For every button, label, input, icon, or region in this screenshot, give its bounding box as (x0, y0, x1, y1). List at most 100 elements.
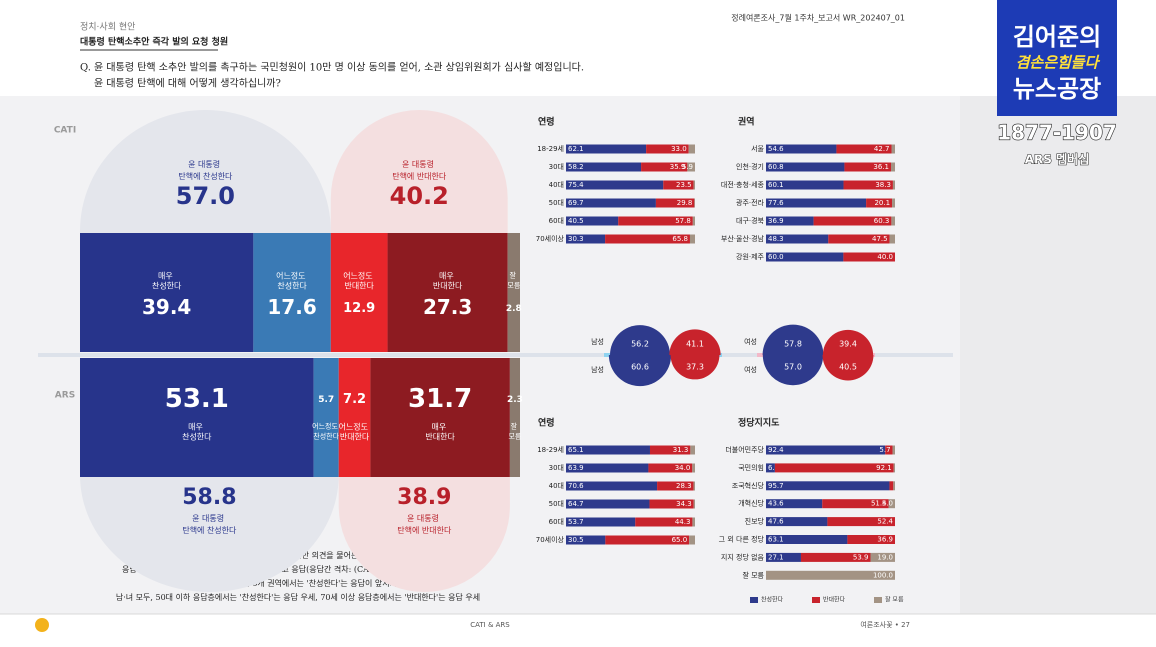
legend-label: 잘 모름 (885, 596, 904, 604)
bubble-label: 40.5 (839, 363, 857, 372)
value-label: 36.9 (768, 217, 784, 225)
value-label: 23.5 (676, 181, 692, 189)
value-label: 70.6 (568, 482, 584, 490)
bar-segment (692, 517, 695, 527)
value-label: 48.3 (768, 235, 784, 243)
category-label: 더불어민주당 (725, 445, 764, 454)
segment (338, 358, 371, 477)
bar-segment (822, 499, 889, 509)
bar-segment (692, 216, 695, 226)
footer-icon (35, 618, 49, 632)
footer-center: CATI & ARS (470, 621, 510, 629)
bar-segment (843, 180, 893, 190)
bar-segment (566, 463, 649, 473)
value-label: 40.0 (877, 253, 893, 261)
segment-name: 어느정도 반대한다 (343, 270, 375, 290)
category-label: 30대 (549, 464, 564, 472)
category-label: 40대 (549, 181, 564, 189)
logo-phone: 1877-1907 (997, 121, 1117, 145)
value-label: 53.9 (853, 553, 869, 561)
bubble-label: 37.3 (686, 363, 704, 372)
bar-segment (766, 481, 890, 491)
bubble-label: 57.0 (784, 363, 802, 372)
logo-text: 김어준의 (1013, 23, 1101, 51)
category-label: 18-29세 (537, 445, 564, 454)
bar-segment (690, 445, 695, 455)
question-line: 윤 대통령 탄핵에 대해 어떻게 생각하십니까? (94, 77, 281, 90)
value-label: 28.3 (676, 482, 692, 490)
segment-name: 잘 모름 (507, 272, 520, 290)
question-line: Q. 윤 대통령 탄핵 소추안 발의를 촉구하는 국민청원이 10만 명 이상 … (80, 61, 584, 74)
segment-value: 5.7 (318, 395, 334, 405)
bubble-top (762, 324, 824, 355)
total-name: 윤 대통령 탄핵에 찬성한다 (178, 160, 233, 181)
bar-segment (605, 535, 690, 545)
bubble-label: 41.1 (686, 340, 704, 349)
segment (370, 358, 510, 477)
value-label: 65.1 (568, 446, 584, 454)
category-label: 잘 모름 (742, 571, 764, 579)
side-band (960, 96, 1156, 614)
row-label: ARS (55, 391, 75, 401)
bar-segment (889, 234, 895, 244)
total-value: 38.9 (397, 485, 451, 510)
value-label: 27.1 (768, 553, 784, 561)
segment-value: 2.8 (506, 304, 522, 314)
segment (507, 233, 520, 352)
bar-segment (605, 234, 690, 244)
value-label: 5.0 (882, 500, 893, 508)
bar-segment (836, 144, 892, 154)
value-label: 60.0 (768, 253, 784, 261)
segment-name: 매우 반대한다 (425, 422, 455, 441)
bar-segment (766, 445, 886, 455)
bubble-top (822, 329, 874, 355)
segment-name: 매우 찬성한다 (152, 271, 182, 290)
bubble-bottom (608, 355, 672, 387)
category-label: 조국혁신당 (732, 481, 765, 490)
segment-value: 7.2 (343, 392, 366, 407)
bar-segment (766, 499, 823, 509)
value-label: 20.1 (874, 199, 890, 207)
bar-segment (891, 162, 895, 172)
total-name: 윤 대통령 탄핵에 찬성한다 (182, 514, 237, 535)
segment-value: 12.9 (343, 301, 375, 316)
bar-segment (566, 144, 647, 154)
value-label: 47.5 (872, 235, 888, 243)
segment-value: 2.3 (507, 395, 523, 405)
bubble-top (610, 325, 670, 355)
bar-segment (885, 445, 893, 455)
segment-value: 53.1 (165, 384, 229, 414)
value-label: 31.3 (673, 446, 689, 454)
category-label: 부산·울산·경남 (721, 234, 765, 243)
legend-swatch (812, 597, 820, 603)
legend-swatch (874, 597, 882, 603)
bar-segment (566, 535, 606, 545)
bubble-label: 60.6 (631, 363, 649, 372)
bar-segment (689, 234, 695, 244)
bar-segment (694, 198, 695, 208)
bar-segment (766, 463, 775, 473)
bar-segment (766, 234, 829, 244)
category-label: 대구·경북 (736, 216, 765, 225)
logo-box (997, 0, 1117, 116)
bar-segment (766, 552, 801, 562)
bar-segment (774, 463, 894, 473)
bar-segment (566, 198, 656, 208)
value-label: 29.8 (677, 199, 693, 207)
row-label: CATI (54, 126, 76, 136)
group-label: 여성 (744, 365, 757, 374)
bar-segment (692, 463, 695, 473)
value-label: 62.1 (568, 145, 584, 153)
segment-name: 잘 모름 (508, 423, 521, 441)
category-label: 18-29세 (537, 144, 564, 153)
value-label: 63.9 (568, 464, 584, 472)
category-label: 국민의힘 (738, 463, 764, 472)
bar-segment (892, 445, 895, 455)
category-label: 50대 (549, 500, 564, 508)
category-label: 강원·제주 (736, 252, 765, 261)
segment-value: 39.4 (142, 295, 191, 319)
value-label: 33.0 (671, 145, 687, 153)
value-label: 57.8 (675, 217, 691, 225)
bar-segment (646, 144, 689, 154)
value-label: 75.4 (568, 181, 584, 189)
